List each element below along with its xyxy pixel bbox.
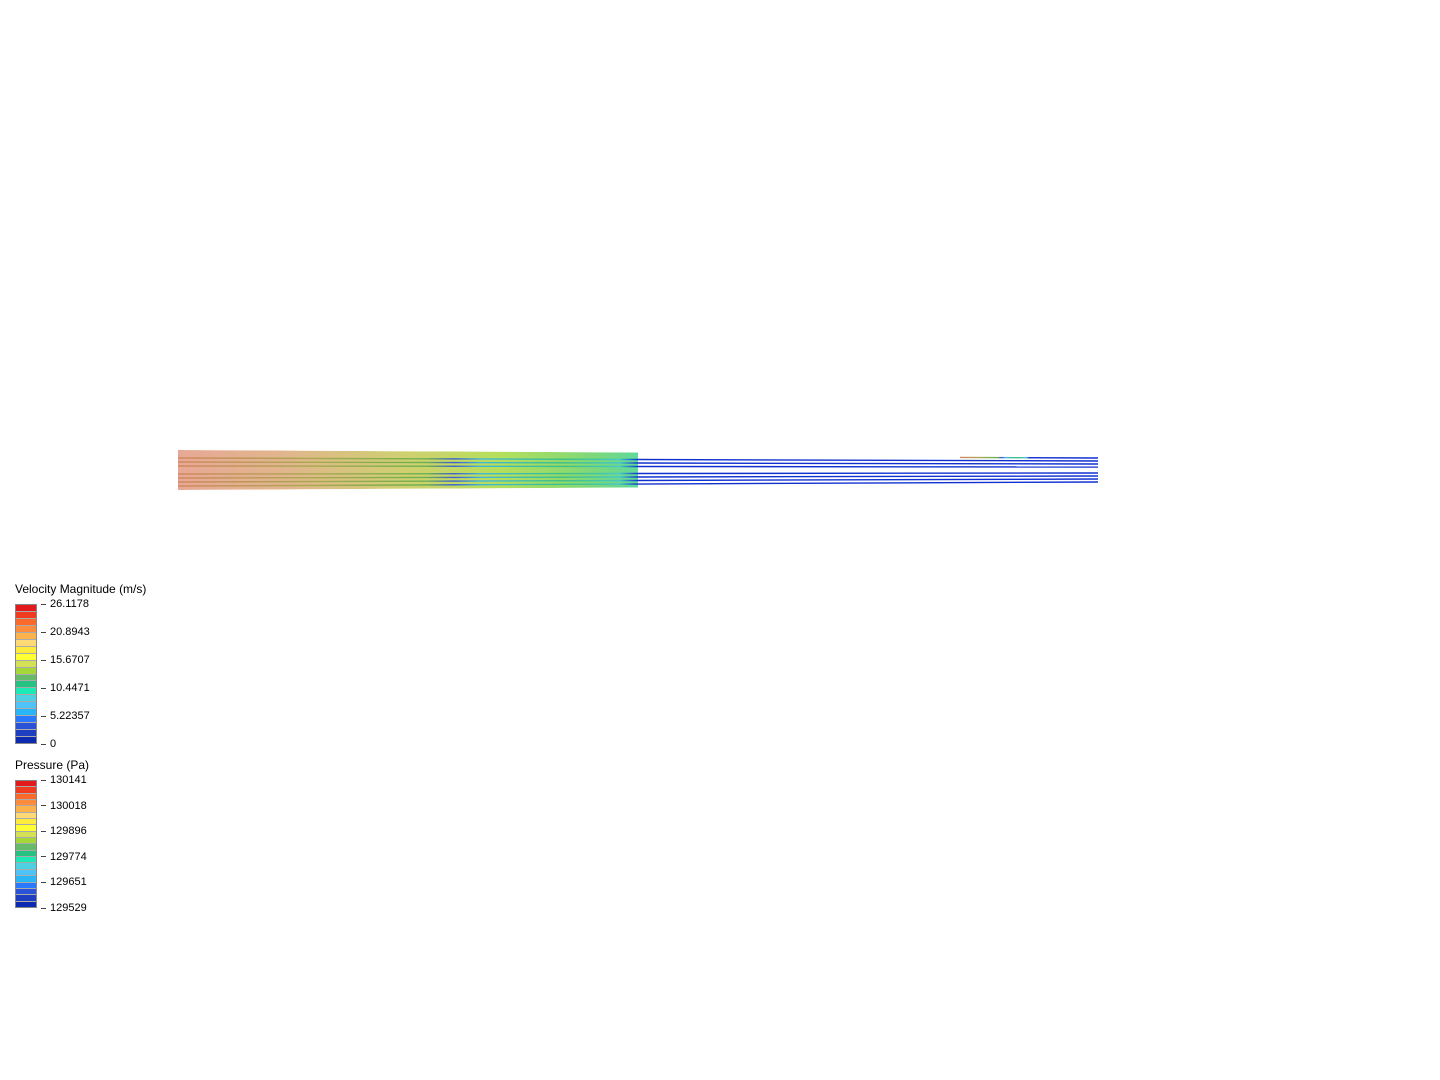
flow-visualization [178, 450, 1098, 490]
legend-tick: 129774 [41, 852, 87, 862]
velocity-ticks: 26.117820.894315.670710.44715.223570 [41, 604, 121, 744]
pressure-colorbar [15, 780, 37, 908]
legend-tick: 129896 [41, 826, 87, 836]
legend-tick: 130141 [41, 775, 87, 785]
velocity-legend: Velocity Magnitude (m/s) 26.1178 20.8943 1… [15, 582, 146, 744]
legend-tick: 26.1178 [41, 599, 89, 609]
velocity-colorbar [15, 604, 37, 744]
legend-tick: 129651 [41, 877, 87, 887]
legend-tick: 0 [41, 739, 56, 749]
flow-svg [178, 450, 1098, 490]
pressure-legend: Pressure (Pa) 130141 130018 129896 129774 12… [15, 758, 121, 908]
legend-tick: 10.4471 [41, 683, 90, 693]
pressure-legend-title: Pressure (Pa) [15, 758, 121, 772]
legend-tick: 130018 [41, 801, 87, 811]
velocity-legend-title: Velocity Magnitude (m/s) [15, 582, 146, 596]
legend-tick: 15.6707 [41, 655, 90, 665]
pressure-ticks: 130141130018129896129774129651129529 [41, 780, 121, 908]
legend-tick: 20.8943 [41, 627, 90, 637]
legend-tick: 5.22357 [41, 711, 90, 721]
legend-tick: 129529 [41, 903, 87, 913]
